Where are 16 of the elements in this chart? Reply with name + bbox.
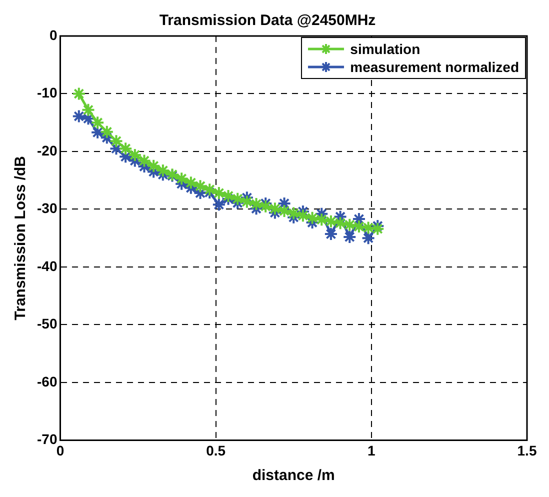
- y-tick-label: -50: [37, 316, 58, 332]
- y-tick-label: -10: [37, 84, 58, 101]
- y-tick-label: -40: [37, 258, 58, 274]
- chart-title: Transmission Data @2450MHz: [159, 12, 376, 30]
- y-tick-label: -30: [37, 200, 58, 216]
- y-tick-label: 0: [49, 26, 58, 43]
- y-tick-label: -70: [37, 431, 58, 448]
- x-axis-title: distance /m: [252, 467, 335, 484]
- x-tick-label: 1.5: [517, 442, 537, 458]
- legend-label: measurement normalized: [350, 58, 519, 76]
- y-tick-label: -60: [37, 373, 58, 390]
- y-axis-title: Transmission Loss /dB: [12, 156, 30, 320]
- x-tick-label: 1: [368, 442, 376, 458]
- y-tick-label: -20: [37, 142, 58, 158]
- x-tick-label: 0.5: [206, 442, 226, 458]
- legend-label: simulation: [350, 40, 420, 58]
